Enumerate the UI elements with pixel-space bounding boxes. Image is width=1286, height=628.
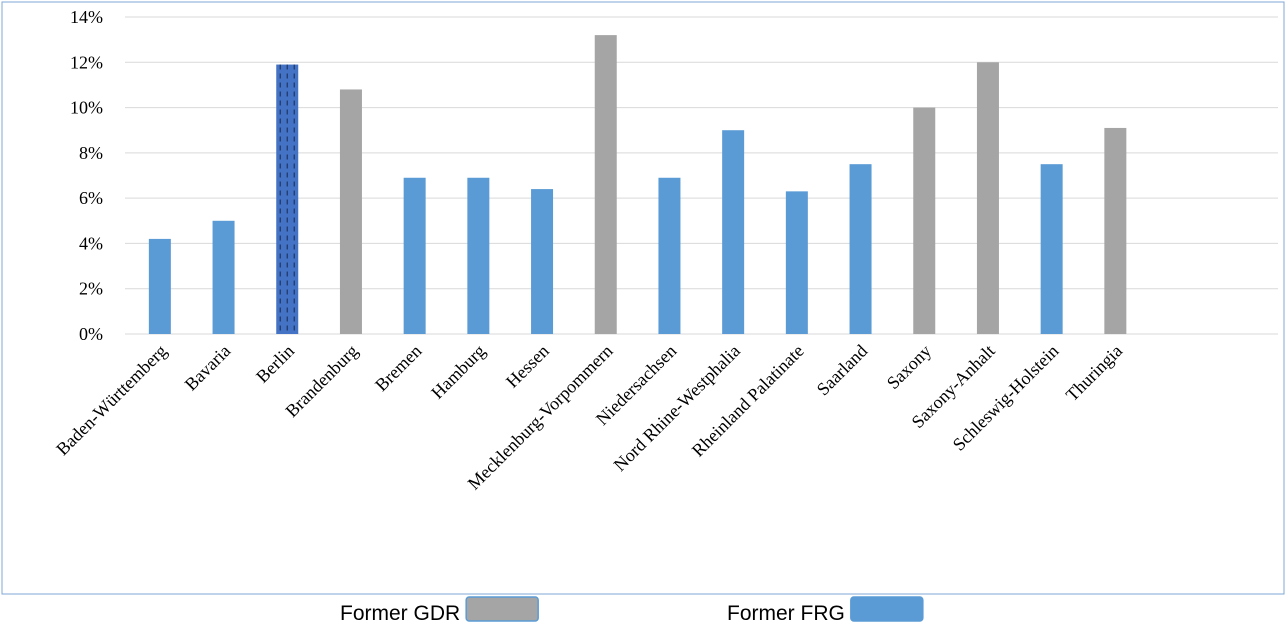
y-tick-label: 10% xyxy=(70,98,103,118)
x-tick-label: Rheinland Palatinate xyxy=(688,341,808,461)
bar xyxy=(913,107,936,334)
legend-label: Former GDR xyxy=(340,602,460,625)
y-tick-label: 4% xyxy=(79,233,103,253)
x-tick-label: Hamburg xyxy=(427,341,489,403)
bar xyxy=(1104,127,1127,334)
y-tick-label: 12% xyxy=(70,52,103,72)
y-tick-label: 6% xyxy=(79,188,103,208)
x-tick-label: Thuringia xyxy=(1062,341,1126,405)
legend-swatch xyxy=(850,596,924,622)
x-tick-label: Berlin xyxy=(252,341,298,387)
y-tick-label: 8% xyxy=(79,143,103,163)
x-tick-label: Saarland xyxy=(813,341,872,400)
x-tick-label: Hessen xyxy=(502,341,553,392)
bar xyxy=(148,238,171,334)
y-tick-label: 14% xyxy=(70,7,103,27)
bar xyxy=(212,220,235,334)
y-tick-label: 0% xyxy=(79,324,103,344)
bar xyxy=(1040,164,1063,334)
x-tick-label: Bavaria xyxy=(181,341,235,395)
chart-border xyxy=(1,1,1285,595)
legend-label: Former FRG xyxy=(727,602,845,625)
bar xyxy=(276,64,299,335)
x-tick-label: Saxony xyxy=(883,341,935,393)
bar xyxy=(339,89,362,334)
bar xyxy=(722,130,745,334)
bar xyxy=(785,191,808,334)
legend-swatch xyxy=(465,596,539,622)
bar xyxy=(531,189,554,334)
y-tick-label: 2% xyxy=(79,279,103,299)
x-tick-label: Schleswig-Holstein xyxy=(949,341,1063,455)
bar xyxy=(976,62,999,335)
x-tick-label: Bremen xyxy=(371,341,425,395)
bar xyxy=(849,164,872,334)
bar xyxy=(658,177,681,334)
x-tick-label: Baden-Württemberg xyxy=(52,341,171,460)
bar xyxy=(467,177,490,334)
bar xyxy=(403,177,426,334)
x-tick-label: Nord Rhine-Westphalia xyxy=(610,341,744,475)
bar xyxy=(594,35,617,334)
